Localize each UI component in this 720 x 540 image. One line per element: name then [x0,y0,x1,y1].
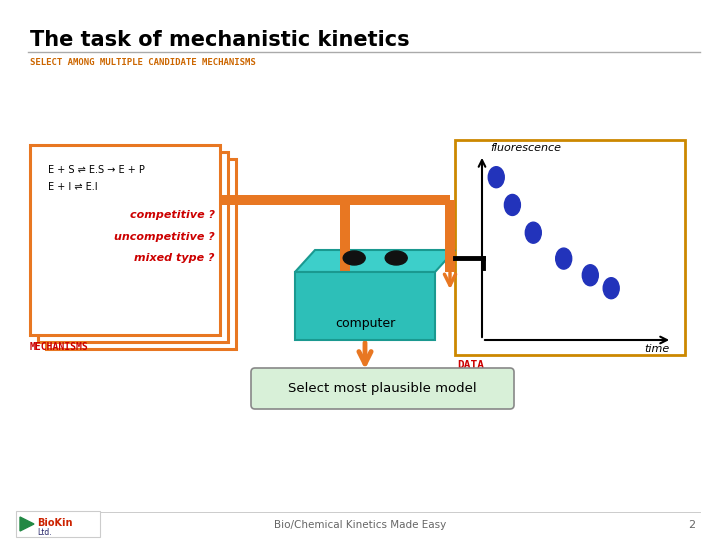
Ellipse shape [385,251,408,265]
FancyBboxPatch shape [295,272,435,340]
Text: time: time [644,344,670,354]
Ellipse shape [582,265,598,286]
Text: mixed type ?: mixed type ? [135,253,215,263]
Ellipse shape [505,194,521,215]
Polygon shape [20,517,34,531]
Text: DATA: DATA [457,360,484,370]
Text: 2: 2 [688,520,695,530]
Ellipse shape [488,167,504,188]
FancyBboxPatch shape [222,195,450,205]
Text: BioKin: BioKin [37,518,73,528]
Text: The task of mechanistic kinetics: The task of mechanistic kinetics [30,30,410,50]
Text: Bio/Chemical Kinetics Made Easy: Bio/Chemical Kinetics Made Easy [274,520,446,530]
Text: Select most plausible model: Select most plausible model [288,382,477,395]
Ellipse shape [556,248,572,269]
Ellipse shape [343,251,365,265]
Text: E + I ⇌ E.I: E + I ⇌ E.I [48,182,98,192]
Polygon shape [295,250,455,272]
Text: uncompetitive ?: uncompetitive ? [114,232,215,242]
FancyBboxPatch shape [455,140,685,355]
Text: computer: computer [335,317,395,330]
Text: MECHANISMS: MECHANISMS [30,342,89,352]
Text: competitive ?: competitive ? [130,210,215,220]
FancyBboxPatch shape [46,159,236,349]
FancyBboxPatch shape [251,368,514,409]
Ellipse shape [526,222,541,243]
Text: SELECT AMONG MULTIPLE CANDIDATE MECHANISMS: SELECT AMONG MULTIPLE CANDIDATE MECHANIS… [30,58,256,67]
FancyBboxPatch shape [340,200,350,272]
FancyBboxPatch shape [16,511,100,537]
Text: fluorescence: fluorescence [490,143,561,153]
Text: Ltd.: Ltd. [37,528,52,537]
FancyBboxPatch shape [38,152,228,342]
FancyBboxPatch shape [30,145,220,335]
FancyBboxPatch shape [445,200,455,272]
Ellipse shape [603,278,619,299]
Text: E + S ⇌ E.S → E + P: E + S ⇌ E.S → E + P [48,165,145,175]
